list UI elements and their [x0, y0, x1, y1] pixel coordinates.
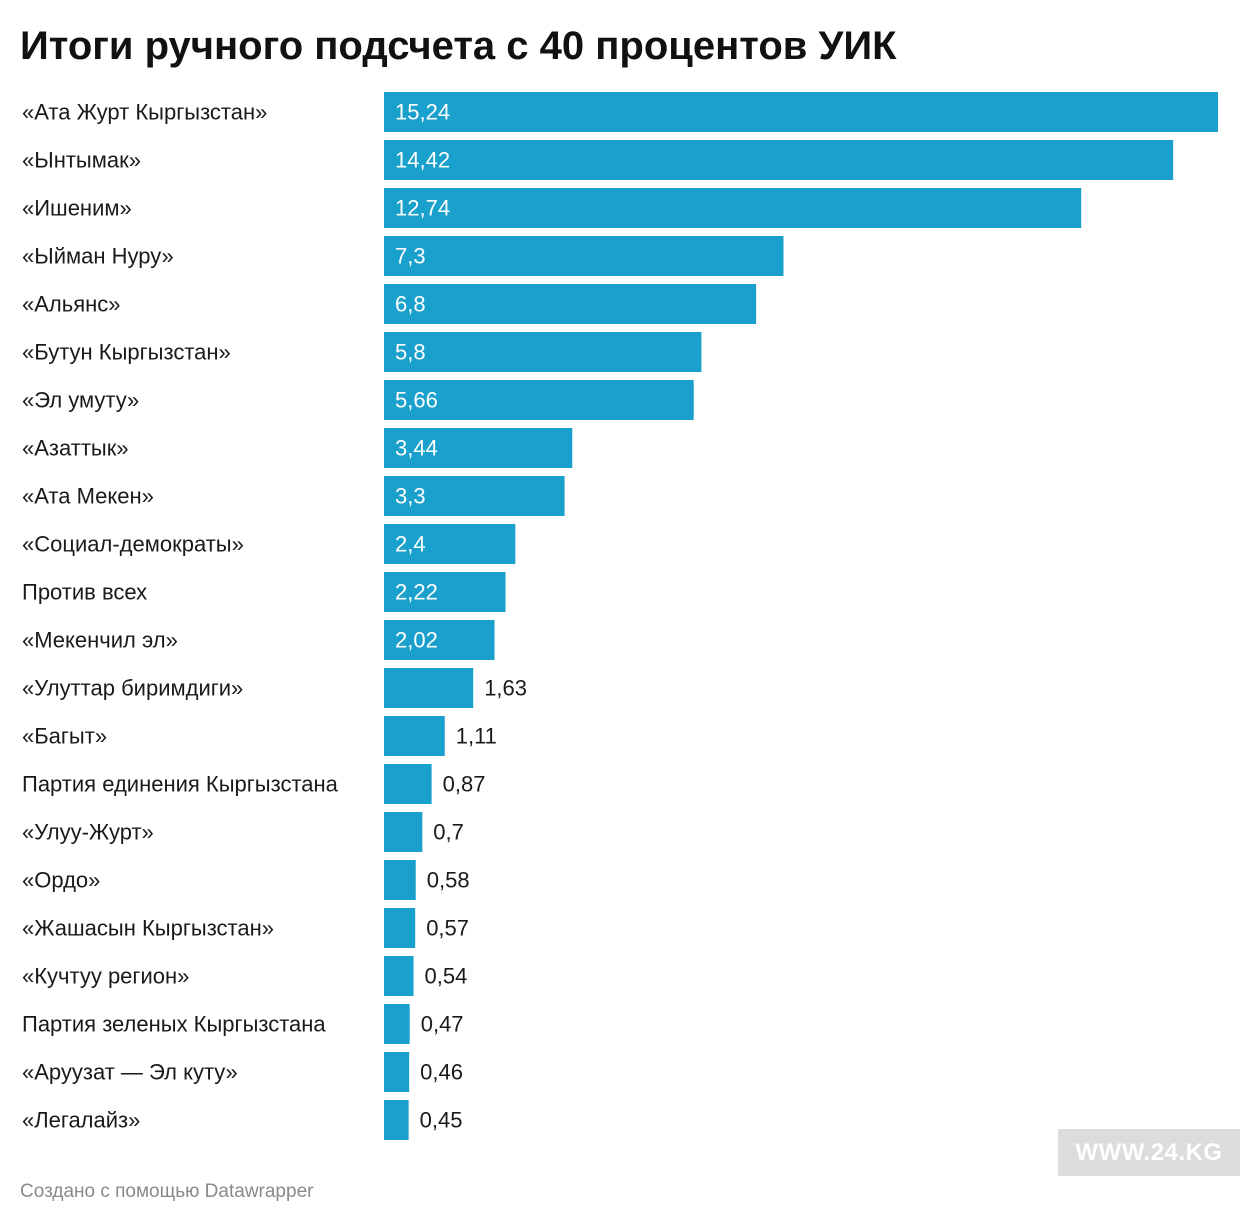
value-label: 12,74	[395, 196, 450, 221]
category-label: «Ата Журт Кыргызстан»	[22, 100, 267, 125]
bar-row: «Кучтуу регион» 0,54	[22, 956, 467, 996]
bar-row: Партия зеленых Кыргызстана 0,47	[22, 1004, 464, 1044]
category-label: «Кучтуу регион»	[22, 964, 189, 989]
value-label: 0,87	[443, 772, 486, 797]
bar-row: «Азаттык» 3,44	[22, 428, 573, 468]
bar-row: Против всех 2,22	[22, 572, 506, 612]
bar-row: «Альянс» 6,8	[22, 284, 757, 324]
bar-row: «Социал-демократы» 2,4	[22, 524, 516, 564]
category-label: «Альянс»	[22, 292, 121, 317]
bar-row: «Ынтымак» 14,42	[22, 140, 1174, 180]
category-label: «Аруузат — Эл куту»	[22, 1060, 238, 1085]
category-label: «Жашасын Кыргызстан»	[22, 916, 274, 941]
value-label: 0,54	[425, 964, 468, 989]
value-label: 1,63	[484, 676, 527, 701]
bar	[384, 908, 416, 948]
bar-row: «Жашасын Кыргызстан» 0,57	[22, 908, 469, 948]
bar	[384, 140, 1174, 180]
category-label: «Бутун Кыргызстан»	[22, 340, 231, 365]
value-label: 14,42	[395, 148, 450, 173]
category-label: «Улуу-Журт»	[22, 820, 154, 845]
bar-row: «Багыт» 1,11	[22, 716, 497, 756]
category-label: «Ишеним»	[22, 196, 132, 221]
category-label: Против всех	[22, 580, 147, 605]
category-label: «Ордо»	[22, 868, 100, 893]
category-label: «Азаттык»	[22, 436, 129, 461]
category-label: «Ынтымак»	[22, 148, 141, 173]
bar	[384, 1052, 410, 1092]
value-label: 5,66	[395, 388, 438, 413]
value-label: 2,4	[395, 532, 426, 557]
value-label: 3,3	[395, 484, 426, 509]
bar-row: «Ыйман Нуру» 7,3	[22, 236, 784, 276]
bar	[384, 284, 757, 324]
bar-row: «Аруузат — Эл куту» 0,46	[22, 1052, 463, 1092]
value-label: 0,58	[427, 868, 470, 893]
category-label: «Мекенчил эл»	[22, 628, 178, 653]
bar-row: «Бутун Кыргызстан» 5,8	[22, 332, 702, 372]
category-label: Партия единения Кыргызстана	[22, 772, 339, 797]
bar	[384, 332, 702, 372]
value-label: 0,45	[420, 1108, 463, 1133]
category-label: «Ата Мекен»	[22, 484, 154, 509]
bar	[384, 476, 565, 516]
category-label: «Багыт»	[22, 724, 107, 749]
bar	[384, 188, 1082, 228]
chart-title: Итоги ручного подсчета с 40 процентов УИ…	[20, 24, 897, 68]
value-label: 0,7	[433, 820, 464, 845]
bar	[384, 428, 573, 468]
category-label: «Улуттар биримдиги»	[22, 676, 243, 701]
value-label: 0,57	[426, 916, 469, 941]
value-label: 6,8	[395, 292, 426, 317]
category-label: «Социал-демократы»	[22, 532, 244, 557]
value-label: 2,02	[395, 628, 438, 653]
bar-row: «Ишеним» 12,74	[22, 188, 1082, 228]
bar	[384, 1004, 410, 1044]
bar	[384, 812, 423, 852]
value-label: 2,22	[395, 580, 438, 605]
category-label: «Легалайз»	[22, 1108, 140, 1133]
bar	[384, 1100, 409, 1140]
bar-row: Партия единения Кыргызстана 0,87	[22, 764, 485, 804]
bar	[384, 764, 432, 804]
bar	[384, 92, 1218, 132]
bar-row: «Мекенчил эл» 2,02	[22, 620, 495, 660]
category-label: «Эл умуту»	[22, 388, 139, 413]
value-label: 5,8	[395, 340, 426, 365]
bar-row: «Ата Мекен» 3,3	[22, 476, 565, 516]
bar	[384, 236, 784, 276]
bar-row: «Улуу-Журт» 0,7	[22, 812, 464, 852]
bar-row: «Ата Журт Кыргызстан» 15,24	[22, 92, 1218, 132]
bar	[384, 860, 416, 900]
value-label: 0,46	[420, 1060, 463, 1085]
bar-row: «Эл умуту» 5,66	[22, 380, 694, 420]
bar	[384, 668, 474, 708]
bar	[384, 956, 414, 996]
value-label: 0,47	[421, 1012, 464, 1037]
footer-credit: Создано с помощью Datawrapper	[20, 1181, 314, 1202]
watermark: WWW.24.KG	[1058, 1129, 1240, 1176]
bar	[384, 572, 506, 612]
category-label: Партия зеленых Кыргызстана	[22, 1012, 326, 1037]
value-label: 15,24	[395, 100, 450, 125]
bar-row: «Ордо» 0,58	[22, 860, 470, 900]
bar	[384, 524, 516, 564]
bar-row: «Легалайз» 0,45	[22, 1100, 462, 1140]
value-label: 1,11	[456, 724, 497, 749]
bar	[384, 380, 694, 420]
bar	[384, 716, 445, 756]
bar	[384, 620, 495, 660]
value-label: 7,3	[395, 244, 426, 269]
bar-row: «Улуттар биримдиги» 1,63	[22, 668, 527, 708]
value-label: 3,44	[395, 436, 438, 461]
category-label: «Ыйман Нуру»	[22, 244, 174, 269]
